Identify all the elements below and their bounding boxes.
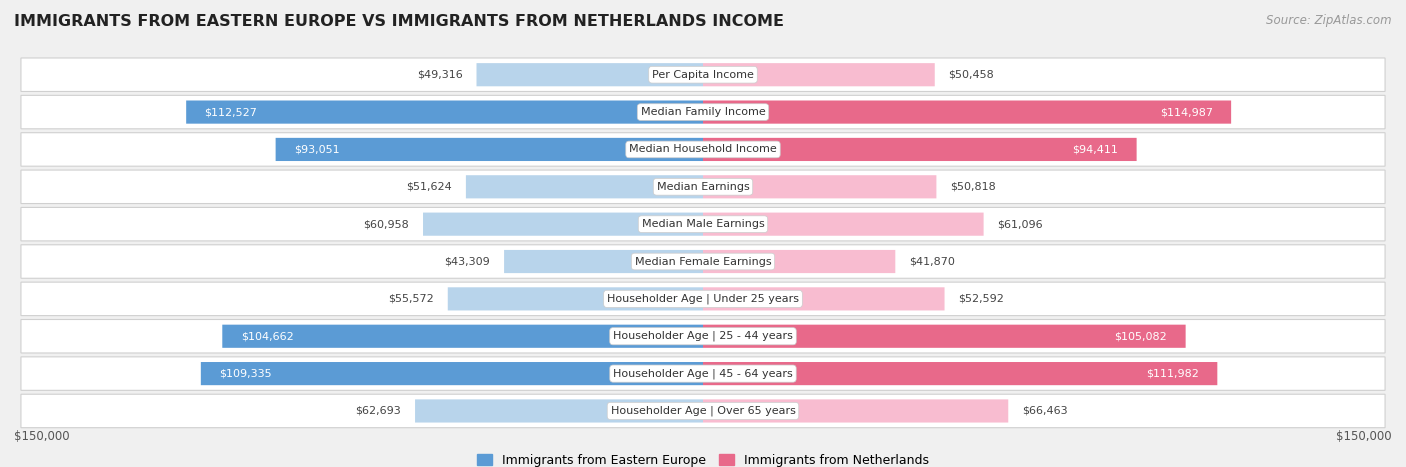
FancyBboxPatch shape [703, 63, 935, 86]
FancyBboxPatch shape [21, 133, 1385, 166]
FancyBboxPatch shape [21, 170, 1385, 204]
Text: Median Female Earnings: Median Female Earnings [634, 256, 772, 267]
FancyBboxPatch shape [703, 325, 1185, 348]
Text: $51,624: $51,624 [406, 182, 453, 192]
FancyBboxPatch shape [21, 95, 1385, 129]
FancyBboxPatch shape [21, 245, 1385, 278]
FancyBboxPatch shape [21, 207, 1385, 241]
FancyBboxPatch shape [21, 357, 1385, 390]
Text: Median Household Income: Median Household Income [628, 144, 778, 155]
Text: $50,818: $50,818 [950, 182, 995, 192]
FancyBboxPatch shape [21, 394, 1385, 428]
Text: $62,693: $62,693 [356, 406, 401, 416]
Text: $52,592: $52,592 [959, 294, 1004, 304]
FancyBboxPatch shape [21, 282, 1385, 316]
Text: $49,316: $49,316 [418, 70, 463, 80]
Text: Per Capita Income: Per Capita Income [652, 70, 754, 80]
FancyBboxPatch shape [477, 63, 703, 86]
FancyBboxPatch shape [703, 138, 1136, 161]
Text: Median Earnings: Median Earnings [657, 182, 749, 192]
FancyBboxPatch shape [703, 399, 1008, 423]
Text: $60,958: $60,958 [364, 219, 409, 229]
FancyBboxPatch shape [423, 212, 703, 236]
Text: $111,982: $111,982 [1146, 368, 1199, 379]
Text: Source: ZipAtlas.com: Source: ZipAtlas.com [1267, 14, 1392, 27]
Text: $105,082: $105,082 [1115, 331, 1167, 341]
Text: $41,870: $41,870 [910, 256, 955, 267]
Text: Householder Age | 25 - 44 years: Householder Age | 25 - 44 years [613, 331, 793, 341]
FancyBboxPatch shape [415, 399, 703, 423]
FancyBboxPatch shape [201, 362, 703, 385]
FancyBboxPatch shape [465, 175, 703, 198]
Text: $94,411: $94,411 [1073, 144, 1118, 155]
Text: Householder Age | Over 65 years: Householder Age | Over 65 years [610, 406, 796, 416]
FancyBboxPatch shape [703, 287, 945, 311]
FancyBboxPatch shape [703, 212, 984, 236]
Text: $43,309: $43,309 [444, 256, 491, 267]
Text: $66,463: $66,463 [1022, 406, 1067, 416]
FancyBboxPatch shape [447, 287, 703, 311]
Text: Householder Age | 45 - 64 years: Householder Age | 45 - 64 years [613, 368, 793, 379]
FancyBboxPatch shape [703, 175, 936, 198]
FancyBboxPatch shape [703, 250, 896, 273]
FancyBboxPatch shape [222, 325, 703, 348]
Legend: Immigrants from Eastern Europe, Immigrants from Netherlands: Immigrants from Eastern Europe, Immigran… [472, 449, 934, 467]
Text: $150,000: $150,000 [1336, 431, 1392, 443]
FancyBboxPatch shape [703, 100, 1232, 124]
Text: Householder Age | Under 25 years: Householder Age | Under 25 years [607, 294, 799, 304]
FancyBboxPatch shape [21, 319, 1385, 353]
Text: $114,987: $114,987 [1160, 107, 1213, 117]
Text: $61,096: $61,096 [997, 219, 1043, 229]
Text: $93,051: $93,051 [294, 144, 340, 155]
Text: $50,458: $50,458 [949, 70, 994, 80]
FancyBboxPatch shape [505, 250, 703, 273]
Text: Median Male Earnings: Median Male Earnings [641, 219, 765, 229]
Text: Median Family Income: Median Family Income [641, 107, 765, 117]
Text: $150,000: $150,000 [14, 431, 70, 443]
FancyBboxPatch shape [21, 58, 1385, 92]
Text: $55,572: $55,572 [388, 294, 434, 304]
FancyBboxPatch shape [703, 362, 1218, 385]
FancyBboxPatch shape [276, 138, 703, 161]
Text: $104,662: $104,662 [240, 331, 294, 341]
Text: $112,527: $112,527 [204, 107, 257, 117]
Text: $109,335: $109,335 [219, 368, 271, 379]
Text: IMMIGRANTS FROM EASTERN EUROPE VS IMMIGRANTS FROM NETHERLANDS INCOME: IMMIGRANTS FROM EASTERN EUROPE VS IMMIGR… [14, 14, 785, 29]
FancyBboxPatch shape [186, 100, 703, 124]
